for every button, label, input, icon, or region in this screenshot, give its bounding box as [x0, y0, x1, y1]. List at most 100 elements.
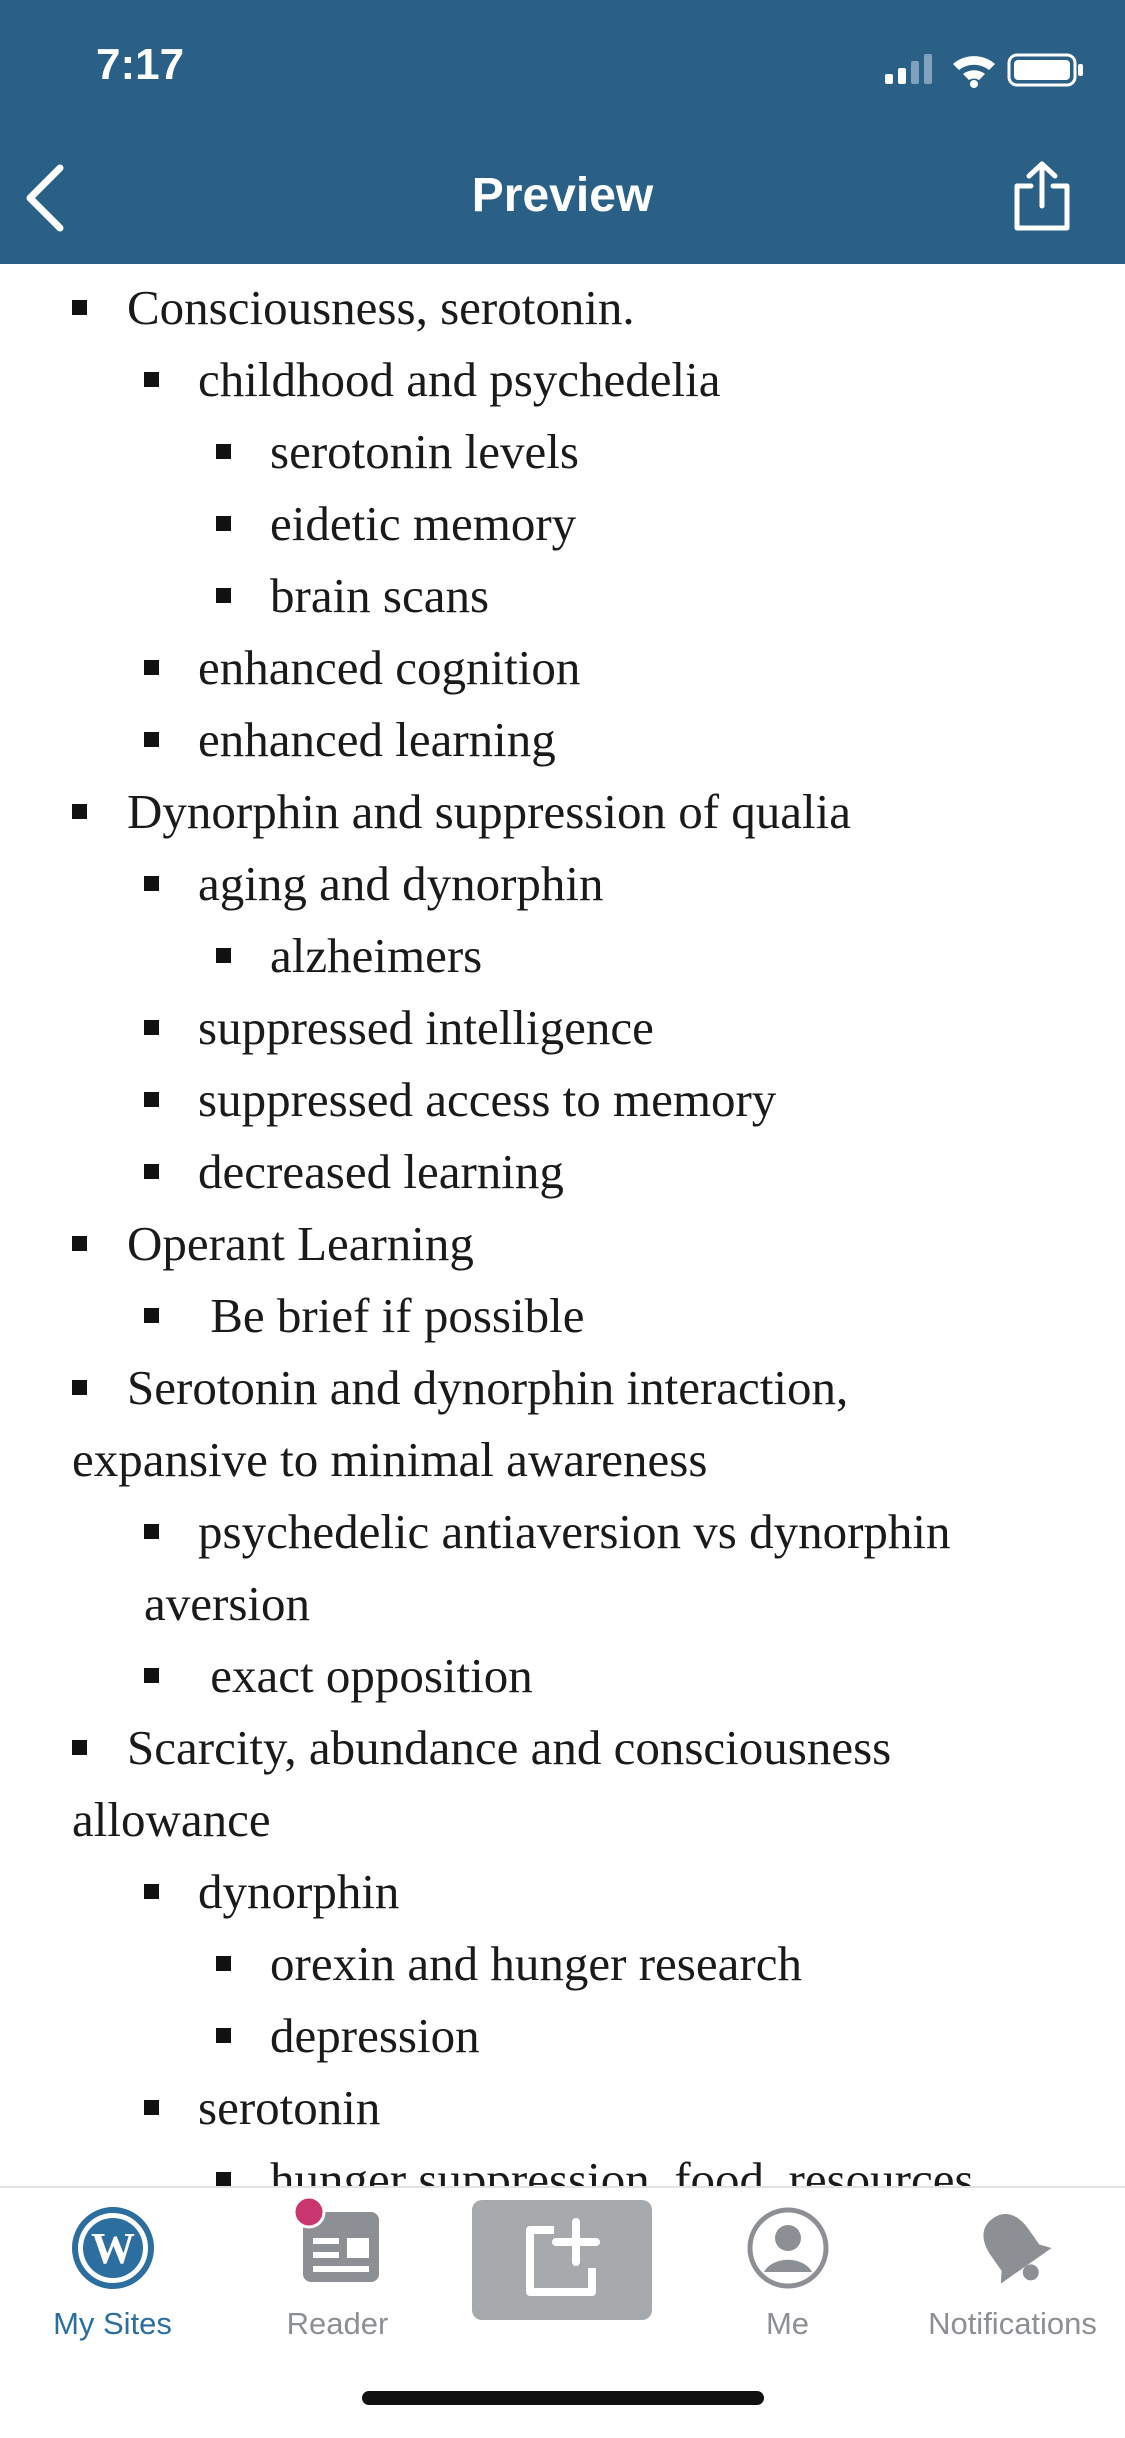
list-item: decreased learning [0, 1136, 1125, 1208]
list-item-text: eidetic memory [270, 496, 577, 551]
list-item: depression [0, 2000, 1125, 2072]
list-item: brain scans [0, 560, 1125, 632]
list-item-text: serotonin [198, 2080, 381, 2135]
list-item: Consciousness, serotonin. [0, 272, 1125, 344]
wordpress-icon: W [72, 2207, 154, 2289]
status-time: 7:17 [96, 40, 185, 89]
status-icons [885, 53, 1083, 88]
bullet-icon [144, 1164, 159, 1179]
bullet-icon [216, 948, 231, 963]
list-item-text: Consciousness, serotonin. [127, 280, 635, 335]
bullet-icon [144, 372, 159, 387]
cellular-signal-icon [885, 54, 932, 84]
list-item: expansive to minimal awareness [0, 1424, 1125, 1496]
list-item-text: allowance [72, 1792, 271, 1847]
list-item-text: Be brief if possible [198, 1288, 585, 1343]
list-item-text: Dynorphin and suppression of qualia [127, 784, 851, 839]
list-item: psychedelic antiaversion vs dynorphin [0, 1496, 1125, 1568]
bullet-icon [144, 876, 159, 891]
list-item-text: psychedelic antiaversion vs dynorphin [198, 1504, 951, 1559]
list-item: Serotonin and dynorphin interaction, [0, 1352, 1125, 1424]
reader-badge [293, 2198, 326, 2229]
bullet-icon [216, 2028, 231, 2043]
list-item: eidetic memory [0, 488, 1125, 560]
person-icon [747, 2207, 829, 2289]
list-item: serotonin levels [0, 416, 1125, 488]
bullet-icon [144, 2100, 159, 2115]
bullet-icon [216, 2172, 231, 2186]
bullet-icon [144, 1668, 159, 1683]
list-item-text: dynorphin [198, 1864, 400, 1919]
bullet-icon [72, 1236, 87, 1251]
bullet-icon [144, 660, 159, 675]
battery-icon [1007, 53, 1083, 87]
list-item-text: aging and dynorphin [198, 856, 604, 911]
list-item: allowance [0, 1784, 1125, 1856]
new-post-button[interactable] [450, 2188, 675, 2438]
list-item-text: suppressed intelligence [198, 1000, 654, 1055]
list-item: aversion [0, 1568, 1125, 1640]
bullet-icon [216, 588, 231, 603]
list-item-text: decreased learning [198, 1144, 564, 1199]
tab-label-my-sites: My Sites [53, 2306, 172, 2341]
list-item: hunger suppression, food, resources [0, 2144, 1125, 2186]
list-item: Scarcity, abundance and consciousness [0, 1712, 1125, 1784]
list-item-text: hunger suppression, food, resources [270, 2152, 974, 2186]
bullet-icon [144, 1524, 159, 1539]
post-preview-content: Consciousness, serotonin. childhood and p… [0, 264, 1125, 2186]
list-item: enhanced cognition [0, 632, 1125, 704]
svg-text:W: W [91, 2224, 135, 2273]
list-item: Operant Learning [0, 1208, 1125, 1280]
page-title: Preview [471, 169, 654, 222]
list-item-text: childhood and psychedelia [198, 352, 721, 407]
bullet-icon [72, 1740, 87, 1755]
tab-label-me: Me [765, 2306, 810, 2341]
list-item-text: enhanced cognition [198, 640, 581, 695]
list-item-text: enhanced learning [198, 712, 556, 767]
tab-me[interactable]: Me [675, 2188, 900, 2438]
bell-icon [983, 2214, 1052, 2284]
list-item: serotonin [0, 2072, 1125, 2144]
bullet-icon [216, 1956, 231, 1971]
bullet-icon [144, 1308, 159, 1323]
chevron-left-icon [26, 164, 64, 232]
tab-reader[interactable]: Reader [225, 2188, 450, 2438]
list-item-text: Serotonin and dynorphin interaction, [127, 1360, 849, 1415]
bullet-icon [144, 1020, 159, 1035]
bullet-icon [144, 1092, 159, 1107]
list-item-text: depression [270, 2008, 480, 2063]
bullet-icon [72, 804, 87, 819]
tab-label-notifications: Notifications [928, 2306, 1097, 2341]
list-item: suppressed access to memory [0, 1064, 1125, 1136]
new-post-icon [472, 2200, 652, 2320]
list-item-text: Scarcity, abundance and consciousness [127, 1720, 892, 1775]
tab-label-reader: Reader [286, 2306, 389, 2341]
tab-notifications[interactable]: Notifications [900, 2188, 1125, 2438]
wifi-icon [953, 56, 995, 88]
bullet-icon [216, 444, 231, 459]
bullet-icon [72, 1380, 87, 1395]
list-item: aging and dynorphin [0, 848, 1125, 920]
list-item: childhood and psychedelia [0, 344, 1125, 416]
list-item: Be brief if possible [0, 1280, 1125, 1352]
tab-my-sites[interactable]: W My Sites [0, 2188, 225, 2438]
list-item-text: orexin and hunger research [270, 1936, 802, 1991]
list-item: suppressed intelligence [0, 992, 1125, 1064]
back-button[interactable] [18, 160, 78, 236]
list-item-text: Operant Learning [127, 1216, 474, 1271]
share-button[interactable] [1009, 160, 1075, 232]
bullet-icon [144, 732, 159, 747]
nav-bar: 7:17 Preview [0, 0, 1125, 264]
list-item-text: suppressed access to memory [198, 1072, 777, 1127]
bullet-icon [216, 516, 231, 531]
list-item: enhanced learning [0, 704, 1125, 776]
list-item: orexin and hunger research [0, 1928, 1125, 2000]
list-item-text: brain scans [270, 568, 490, 623]
list-item: alzheimers [0, 920, 1125, 992]
list-item-text: alzheimers [270, 928, 483, 983]
list-item-text: aversion [144, 1576, 310, 1631]
list-item-text: serotonin levels [270, 424, 579, 479]
list-item: dynorphin [0, 1856, 1125, 1928]
list-item-text: expansive to minimal awareness [72, 1432, 708, 1487]
list-item-text: exact opposition [198, 1648, 533, 1703]
